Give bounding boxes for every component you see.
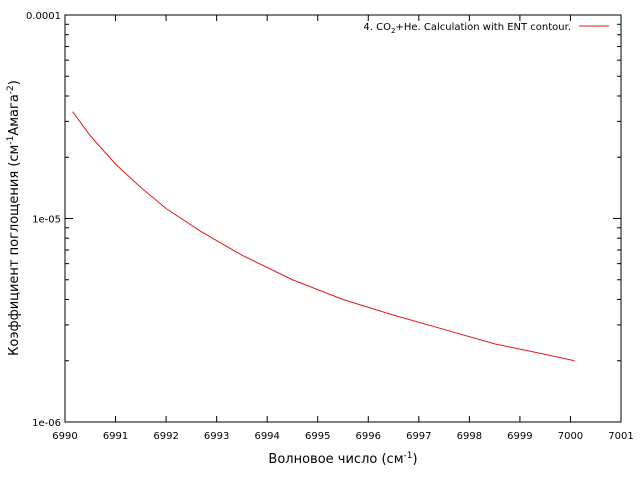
x-tick-label: 6997: [406, 431, 431, 442]
x-axis-ticks: 6990 6991 6992 6993 6994 6995 6996 6997 6998 6999…: [52, 15, 634, 442]
y-tick-label: 0.0001: [26, 11, 61, 22]
y-axis-label: Коэффициент поглощения (см-1Амага-2): [6, 80, 22, 356]
x-tick-label: 6991: [103, 431, 128, 442]
plot-frame: [64, 14, 622, 423]
x-tick-label: 7000: [558, 431, 583, 442]
x-tick-label: 6990: [52, 431, 77, 442]
series-line: [72, 111, 575, 362]
x-tick-label: 6999: [507, 431, 532, 442]
legend: 4. CO2+He. Calculation with ENT contour.: [363, 22, 609, 35]
x-tick-label: 7001: [608, 431, 633, 442]
data-series: [72, 111, 575, 362]
x-tick-label: 6994: [254, 431, 279, 442]
y-axis-ticks: 1e-06 1e-05 0.0001: [26, 11, 621, 429]
legend-label: 4. CO2+He. Calculation with ENT contour.: [363, 22, 571, 35]
x-tick-label: 6992: [153, 431, 178, 442]
x-tick-label: 6995: [305, 431, 330, 442]
y-tick-label: 1e-06: [32, 418, 61, 429]
x-tick-label: 6998: [457, 431, 482, 442]
x-tick-label: 6996: [356, 431, 381, 442]
x-axis-label: Волновое число (см-1): [268, 451, 417, 467]
x-tick-label: 6993: [204, 431, 229, 442]
y-tick-label: 1e-05: [32, 215, 61, 226]
